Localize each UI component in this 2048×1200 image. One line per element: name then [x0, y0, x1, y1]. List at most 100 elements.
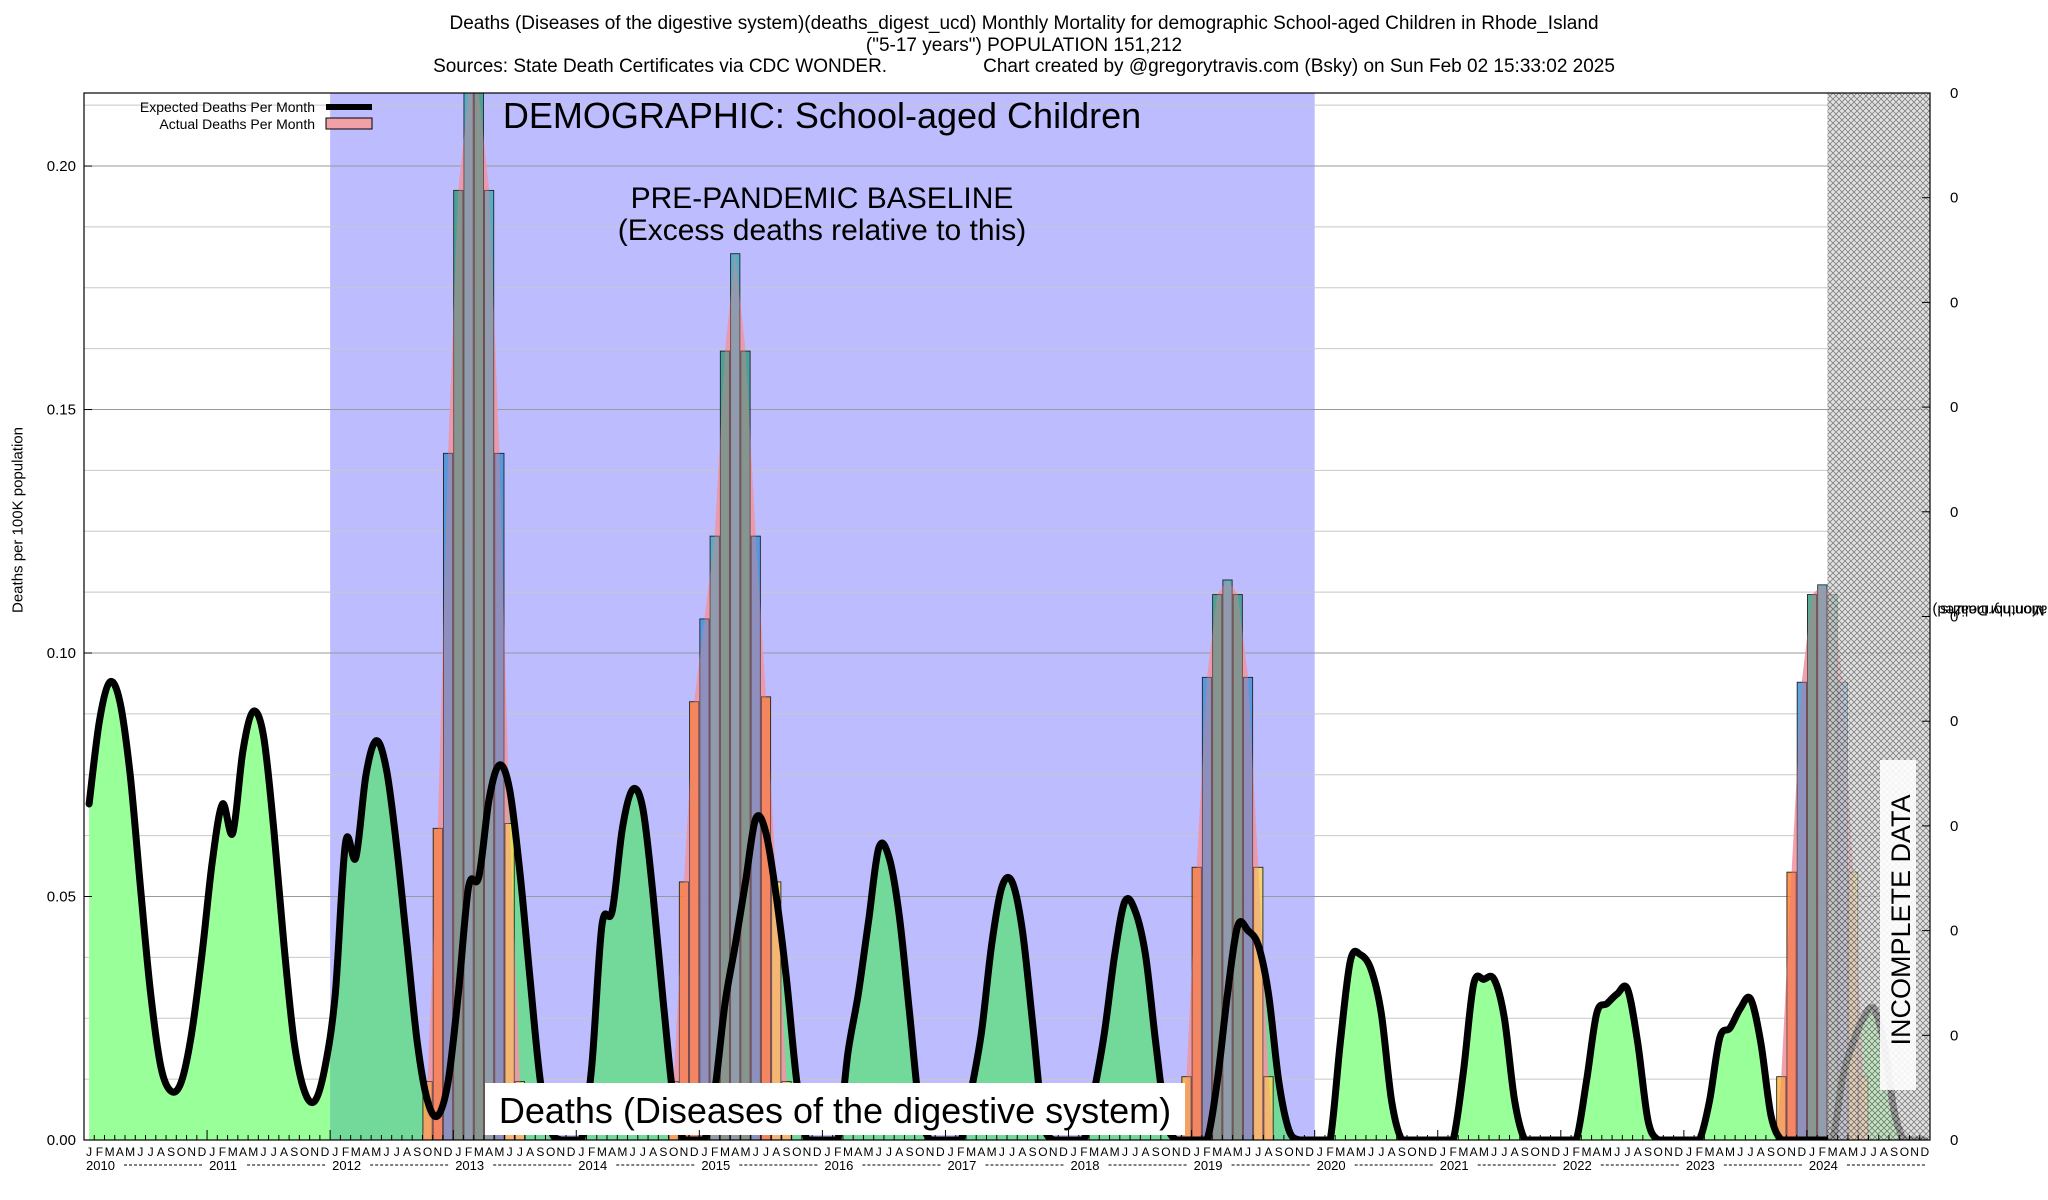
legend-actual-label: Actual Deaths Per Month [159, 116, 315, 132]
x-month-label: F [219, 1145, 226, 1159]
x-month-label: D [1059, 1145, 1068, 1159]
x-month-label: A [362, 1145, 370, 1159]
x-month-label: O [1407, 1145, 1416, 1159]
x-month-label: D [813, 1145, 822, 1159]
y2-tick-label: 0 [1950, 923, 1958, 940]
actual-deaths-bar [1786, 871, 1797, 1140]
y-tick-label: 0.10 [47, 645, 76, 662]
x-month-label: M [494, 1145, 504, 1159]
x-month-label: J [876, 1145, 882, 1159]
x-month-label: N [310, 1145, 319, 1159]
actual-deaths-bar [432, 827, 443, 1140]
x-month-label: J [1860, 1145, 1866, 1159]
legend-actual-swatch [325, 117, 373, 130]
actual-deaths-bar [699, 618, 710, 1140]
x-year-label: 2024 [1809, 1158, 1838, 1173]
actual-deaths-bar [442, 452, 454, 1140]
x-year-label: 2015 [701, 1158, 730, 1173]
x-year-label: 2021 [1440, 1158, 1469, 1173]
x-month-label: A [731, 1145, 739, 1159]
x-month-label: J [394, 1145, 400, 1159]
x-month-label: A [1100, 1145, 1108, 1159]
legend-expected-label: Expected Deaths Per Month [140, 99, 315, 115]
x-month-label: D [1551, 1145, 1560, 1159]
x-year-label: 2013 [455, 1158, 484, 1173]
x-month-label: A [239, 1145, 247, 1159]
x-month-label: A [1757, 1145, 1765, 1159]
x-month-label: O [1284, 1145, 1293, 1159]
x-month-label: J [455, 1145, 461, 1159]
x-month-label: A [1880, 1145, 1888, 1159]
x-month-label: J [1368, 1145, 1374, 1159]
y2-tick-label: 0 [1950, 713, 1958, 730]
x-month-label: S [1644, 1145, 1652, 1159]
x-month-label: A [977, 1145, 985, 1159]
y2-tick-label: 0 [1950, 1027, 1958, 1044]
x-month-label: O [546, 1145, 555, 1159]
x-month-label: S [1521, 1145, 1529, 1159]
x-month-label: M [1479, 1145, 1489, 1159]
x-month-label: M [248, 1145, 258, 1159]
x-month-label: A [280, 1145, 288, 1159]
x-month-label: M [1458, 1145, 1468, 1159]
x-month-label: J [384, 1145, 390, 1159]
credit-text: Chart created by @gregorytravis.com (Bsk… [983, 56, 1615, 77]
baseline-annotation-line1: PRE-PANDEMIC BASELINE [631, 182, 1014, 215]
x-month-label: O [1777, 1145, 1786, 1159]
x-month-label: N [1787, 1145, 1796, 1159]
x-month-label: J [1614, 1145, 1620, 1159]
x-month-label: N [803, 1145, 812, 1159]
x-month-label: D [1428, 1145, 1437, 1159]
x-month-label: A [1141, 1145, 1149, 1159]
x-month-label: M [617, 1145, 627, 1159]
x-month-label: D [690, 1145, 699, 1159]
x-month-label: A [608, 1145, 616, 1159]
x-month-label: N [1172, 1145, 1181, 1159]
actual-deaths-bar [1253, 866, 1264, 1140]
x-month-label: F [834, 1145, 841, 1159]
actual-deaths-bar [678, 881, 690, 1140]
x-year-label: 2010 [86, 1158, 115, 1173]
x-month-label: J [1245, 1145, 1251, 1159]
x-month-label: A [1716, 1145, 1724, 1159]
x-month-label: J [1737, 1145, 1743, 1159]
x-month-label: M [1356, 1145, 1366, 1159]
x-month-label: S [659, 1145, 667, 1159]
x-month-label: D [444, 1145, 453, 1159]
cause-annotation: Deaths (Diseases of the digestive system… [499, 1090, 1171, 1131]
x-month-label: J [763, 1145, 769, 1159]
x-month-label: D [567, 1145, 576, 1159]
x-month-label: D [1305, 1145, 1314, 1159]
x-month-label: S [906, 1145, 914, 1159]
actual-deaths-bar [1796, 681, 1807, 1140]
x-month-label: N [1910, 1145, 1919, 1159]
x-month-label: N [433, 1145, 442, 1159]
x-month-label: M [1089, 1145, 1099, 1159]
x-month-label: J [753, 1145, 759, 1159]
x-month-label: J [1563, 1145, 1569, 1159]
x-month-label: J [332, 1145, 338, 1159]
x-month-label: O [669, 1145, 678, 1159]
x-year-label: 2017 [947, 1158, 976, 1173]
x-month-label: O [792, 1145, 801, 1159]
x-month-label: J [209, 1145, 215, 1159]
x-month-label: M [987, 1145, 997, 1159]
y-tick-label: 0.00 [47, 1132, 76, 1149]
x-month-label: F [1326, 1145, 1333, 1159]
x-month-label: J [1624, 1145, 1630, 1159]
incomplete-annotation: INCOMPLETE DATA [1886, 794, 1916, 1045]
x-month-label: A [1839, 1145, 1847, 1159]
actual-deaths-overlay [1181, 580, 1274, 1140]
x-month-label: J [260, 1145, 266, 1159]
x-month-label: F [465, 1145, 472, 1159]
x-year-label: 2023 [1686, 1158, 1715, 1173]
x-month-label: A [157, 1145, 165, 1159]
x-month-label: M [864, 1145, 874, 1159]
actual-deaths-bar [1222, 579, 1233, 1140]
chart-title-line2: ("5-17 years") POPULATION 151,212 [865, 35, 1183, 56]
actual-deaths-overlay [422, 93, 525, 1140]
x-month-label: M [474, 1145, 484, 1159]
x-year-label: 2012 [332, 1158, 361, 1173]
x-month-label: A [1018, 1145, 1026, 1159]
